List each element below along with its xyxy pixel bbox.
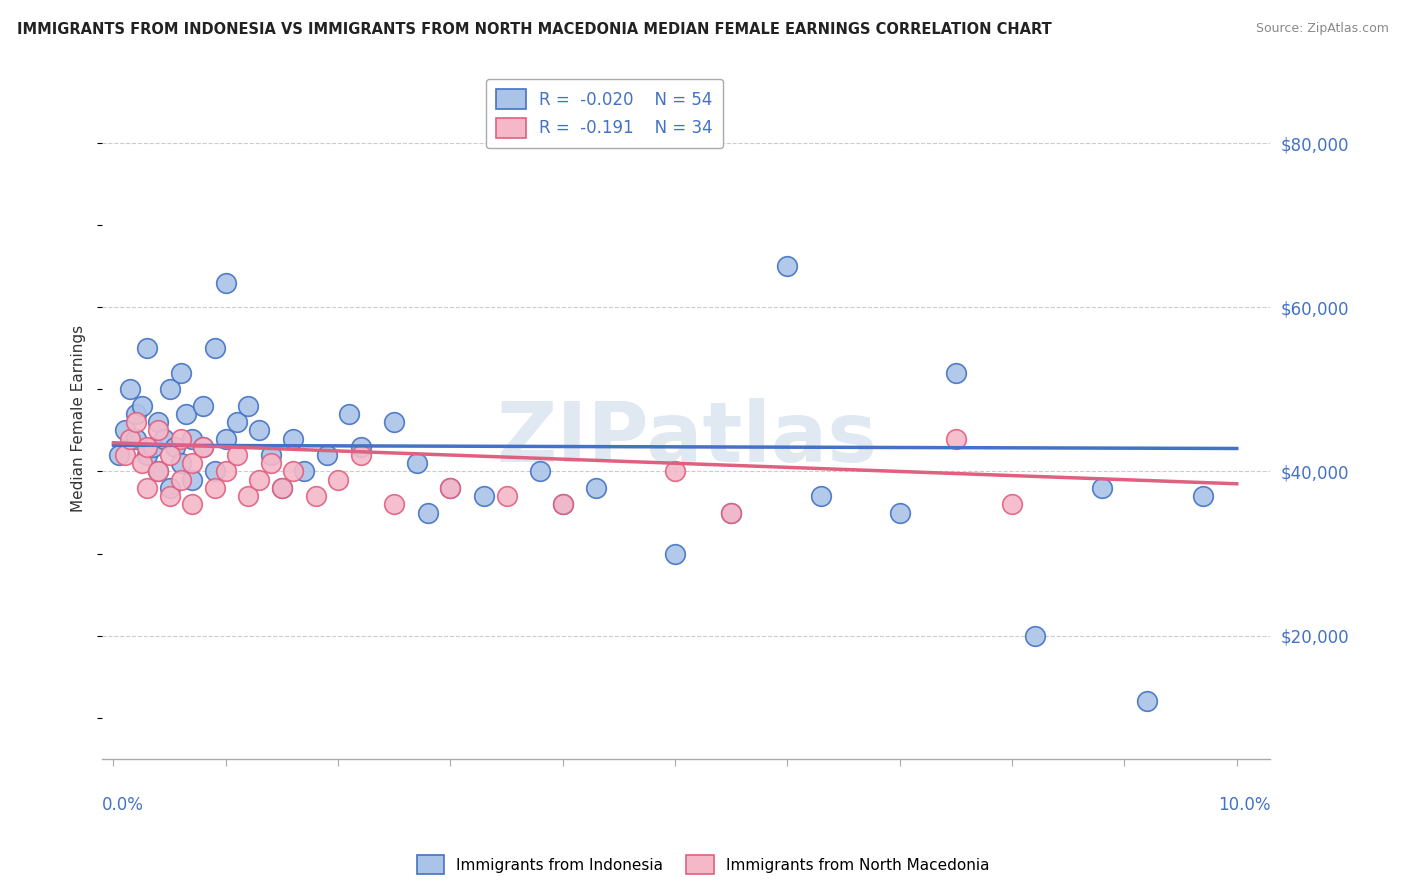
Point — [551, 497, 574, 511]
Point — [495, 489, 517, 503]
Point — [416, 506, 439, 520]
Point — [120, 383, 142, 397]
Point — [1192, 489, 1215, 503]
Point — [125, 415, 148, 429]
Point — [260, 448, 283, 462]
Point — [664, 465, 686, 479]
Text: Source: ZipAtlas.com: Source: ZipAtlas.com — [1256, 22, 1389, 36]
Text: ZIPatlas: ZIPatlas — [496, 398, 877, 479]
Point — [283, 465, 305, 479]
Text: 0.0%: 0.0% — [103, 797, 143, 814]
Point — [114, 424, 136, 438]
Point — [439, 481, 461, 495]
Point — [945, 366, 967, 380]
Point — [585, 481, 607, 495]
Point — [551, 497, 574, 511]
Legend: Immigrants from Indonesia, Immigrants from North Macedonia: Immigrants from Indonesia, Immigrants fr… — [411, 849, 995, 880]
Point — [181, 497, 204, 511]
Point — [472, 489, 495, 503]
Point — [294, 465, 316, 479]
Point — [720, 506, 742, 520]
Point — [349, 440, 371, 454]
Point — [271, 481, 294, 495]
Point — [170, 456, 193, 470]
Point — [260, 456, 283, 470]
Point — [148, 465, 170, 479]
Point — [382, 497, 405, 511]
Point — [181, 432, 204, 446]
Point — [193, 440, 215, 454]
Point — [238, 489, 260, 503]
Point — [108, 448, 131, 462]
Point — [249, 424, 271, 438]
Point — [215, 276, 238, 290]
Point — [238, 399, 260, 413]
Point — [181, 456, 204, 470]
Point — [215, 465, 238, 479]
Point — [271, 481, 294, 495]
Point — [131, 399, 153, 413]
Point — [326, 473, 349, 487]
Point — [1024, 629, 1046, 643]
Point — [120, 432, 142, 446]
Point — [181, 473, 204, 487]
Point — [136, 440, 159, 454]
Point — [148, 424, 170, 438]
Point — [1091, 481, 1114, 495]
Point — [193, 399, 215, 413]
Point — [215, 432, 238, 446]
Text: 10.0%: 10.0% — [1218, 797, 1271, 814]
Point — [136, 481, 159, 495]
Point — [720, 506, 742, 520]
Point — [131, 456, 153, 470]
Point — [1001, 497, 1024, 511]
Point — [204, 481, 226, 495]
Point — [170, 473, 193, 487]
Point — [193, 440, 215, 454]
Point — [136, 342, 159, 356]
Point — [159, 489, 181, 503]
Point — [810, 489, 832, 503]
Point — [170, 432, 193, 446]
Point — [315, 448, 337, 462]
Point — [159, 481, 181, 495]
Point — [283, 432, 305, 446]
Point — [148, 465, 170, 479]
Point — [125, 432, 148, 446]
Point — [529, 465, 551, 479]
Point — [945, 432, 967, 446]
Point — [226, 448, 249, 462]
Legend: R =  -0.020    N = 54, R =  -0.191    N = 34: R = -0.020 N = 54, R = -0.191 N = 34 — [486, 79, 723, 148]
Point — [1136, 694, 1159, 708]
Point — [153, 432, 176, 446]
Point — [176, 407, 198, 421]
Point — [349, 448, 371, 462]
Point — [159, 448, 181, 462]
Point — [304, 489, 326, 503]
Y-axis label: Median Female Earnings: Median Female Earnings — [72, 325, 86, 512]
Point — [142, 440, 165, 454]
Point — [136, 448, 159, 462]
Point — [148, 415, 170, 429]
Point — [382, 415, 405, 429]
Point — [889, 506, 911, 520]
Point — [125, 407, 148, 421]
Point — [249, 473, 271, 487]
Point — [165, 440, 187, 454]
Point — [114, 448, 136, 462]
Point — [439, 481, 461, 495]
Point — [337, 407, 360, 421]
Point — [405, 456, 427, 470]
Point — [226, 415, 249, 429]
Point — [204, 465, 226, 479]
Point — [776, 259, 799, 273]
Point — [204, 342, 226, 356]
Point — [170, 366, 193, 380]
Point — [664, 547, 686, 561]
Text: IMMIGRANTS FROM INDONESIA VS IMMIGRANTS FROM NORTH MACEDONIA MEDIAN FEMALE EARNI: IMMIGRANTS FROM INDONESIA VS IMMIGRANTS … — [17, 22, 1052, 37]
Point — [159, 383, 181, 397]
